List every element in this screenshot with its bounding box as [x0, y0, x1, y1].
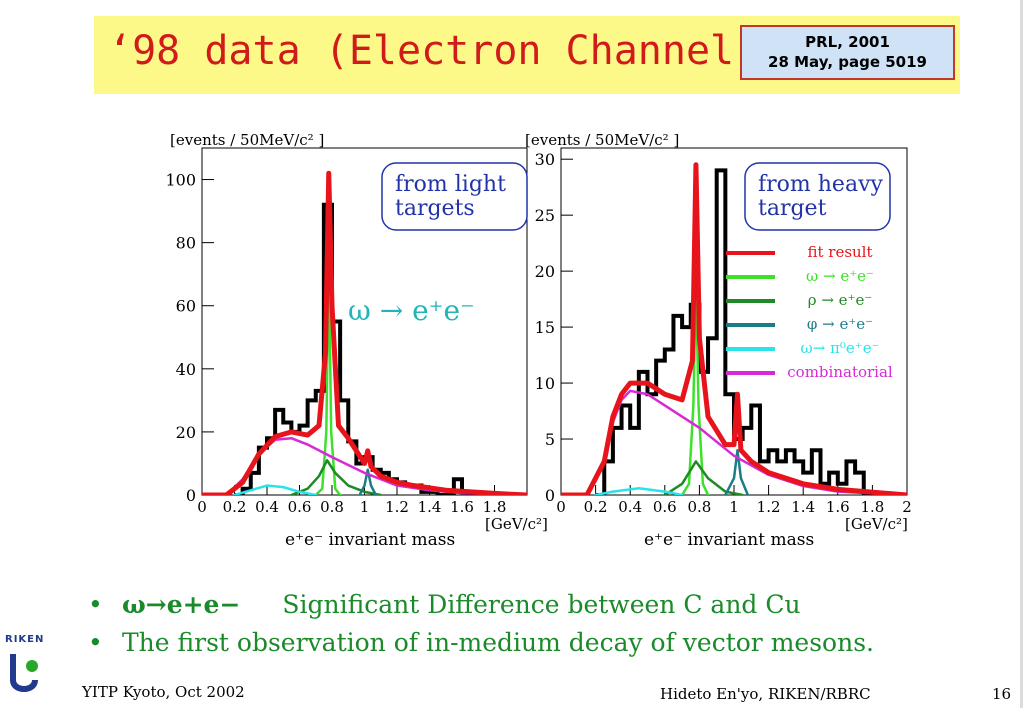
data-histogram [595, 168, 907, 495]
footer-venue: YITP Kyoto, Oct 2002 [82, 683, 245, 701]
annotation-box-line: target [758, 196, 827, 221]
series-curve-1 [561, 162, 907, 495]
legend-label: φ → e⁺e⁻ [807, 315, 873, 333]
x-tick-label: 0 [197, 498, 207, 516]
x-tick-label: 0.8 [320, 498, 344, 516]
x-tick-label: 1.2 [757, 498, 781, 516]
y-tick-label: 15 [535, 318, 555, 337]
bullet-1-text: Significant Difference between C and Cu [282, 590, 801, 619]
y-tick-label: 20 [176, 423, 196, 442]
x-tick-label: 1.4 [418, 498, 442, 516]
data-histogram [234, 202, 527, 495]
y-axis-label: [events / 50MeV/c² ] [170, 131, 324, 149]
bullet-dot: • [88, 590, 103, 619]
footer-author: Hideto En'yo, RIKEN/RBRC [660, 685, 871, 703]
x-tick-label: 0 [556, 498, 566, 516]
y-tick-label: 60 [176, 297, 196, 316]
x-tick-label: 1.8 [483, 498, 507, 516]
reference-box: PRL, 2001 28 May, page 5019 [740, 25, 955, 80]
y-tick-label: 0 [545, 486, 555, 505]
legend-label: fit result [807, 243, 872, 261]
slide-title: ‘98 data (Electron Channel) [108, 28, 759, 74]
y-tick-label: 5 [545, 430, 555, 449]
x-tick-label: 1 [360, 498, 370, 516]
annotation-box-line: from light [395, 172, 506, 197]
series-curve-1 [202, 170, 527, 495]
annotation-box-line: targets [395, 196, 475, 221]
riken-logo-icon [10, 654, 38, 692]
x-tick-label: 1.6 [826, 498, 850, 516]
annotation-box [744, 162, 891, 231]
page-number: 16 [992, 685, 1012, 703]
bullet-list: • ω→e+e− Significant Difference between … [88, 590, 874, 666]
x-tick-label: 1.4 [791, 498, 815, 516]
riken-logo-text: RIKEN [5, 634, 45, 645]
annotation-box-line: from heavy [758, 172, 883, 197]
reference-line-2: 28 May, page 5019 [768, 53, 927, 71]
plot-area [561, 162, 907, 495]
y-tick-label: 25 [535, 206, 555, 225]
x-axis-unit: [GeV/c²] [485, 515, 548, 533]
chart-panel-1: [events / 50MeV/c² ] 0 20 40 60 80 100 0 0.2 0.4 0… [165, 131, 547, 550]
x-tick-label: 1.8 [860, 498, 884, 516]
bullet-2-text: The first observation of in-medium decay… [121, 628, 874, 657]
legend-label: ρ → e⁺e⁻ [808, 291, 873, 309]
y-tick-label: 10 [535, 374, 555, 393]
y-tick-label: 80 [176, 234, 196, 253]
x-tick-label: 0.6 [288, 498, 312, 516]
x-tick-label: 1 [729, 498, 739, 516]
y-tick-label: 100 [165, 171, 196, 190]
legend-label: combinatorial [787, 363, 893, 381]
bullet-item-1: • ω→e+e− Significant Difference between … [88, 590, 874, 628]
series-curve-4 [724, 448, 750, 495]
bullet-1-decay: ω→e+e− [121, 590, 241, 619]
bullet-item-2: • The first observation of in-medium dec… [88, 628, 874, 666]
y-tick-label: 20 [535, 262, 555, 281]
y-axis-label: [events / 50MeV/c² ] [525, 131, 679, 149]
decay-annotation: ω → e⁺e⁻ [348, 294, 475, 327]
chart-panel-2: [events / 50MeV/c² ] 0 5 10 15 20 25 30 0 0.2 0.4 0… [525, 131, 912, 550]
bullet-dot: • [88, 628, 103, 657]
series-curve-5 [594, 487, 684, 495]
x-tick-label: 0.4 [255, 498, 279, 516]
series-curve-5 [233, 484, 317, 495]
x-tick-label: 0.2 [223, 498, 247, 516]
series-curve-4 [358, 468, 378, 495]
plot-area [202, 170, 527, 495]
x-tick-label: 0.4 [618, 498, 642, 516]
x-axis-label: e⁺e⁻ invariant mass [644, 530, 814, 550]
series-curve-3 [663, 460, 744, 495]
x-tick-label: 0.8 [687, 498, 711, 516]
x-tick-label: 1.6 [450, 498, 474, 516]
x-tick-label: 2 [902, 498, 912, 516]
legend-label: ω → e⁺e⁻ [806, 267, 874, 285]
series-curve-6 [585, 389, 907, 495]
reference-line-1: PRL, 2001 [805, 33, 890, 51]
x-axis-label: e⁺e⁻ invariant mass [285, 530, 455, 550]
legend-label: ω→ π⁰e⁺e⁻ [800, 339, 879, 357]
x-tick-label: 1.2 [385, 498, 409, 516]
x-tick-label: 0.6 [653, 498, 677, 516]
annotation-box [381, 162, 528, 231]
x-tick-label: 0.2 [584, 498, 608, 516]
y-tick-label: 0 [186, 486, 196, 505]
x-axis-unit: [GeV/c²] [845, 515, 908, 533]
y-tick-label: 40 [176, 360, 196, 379]
y-tick-label: 30 [535, 150, 555, 169]
right-edge-bar [1020, 0, 1023, 708]
